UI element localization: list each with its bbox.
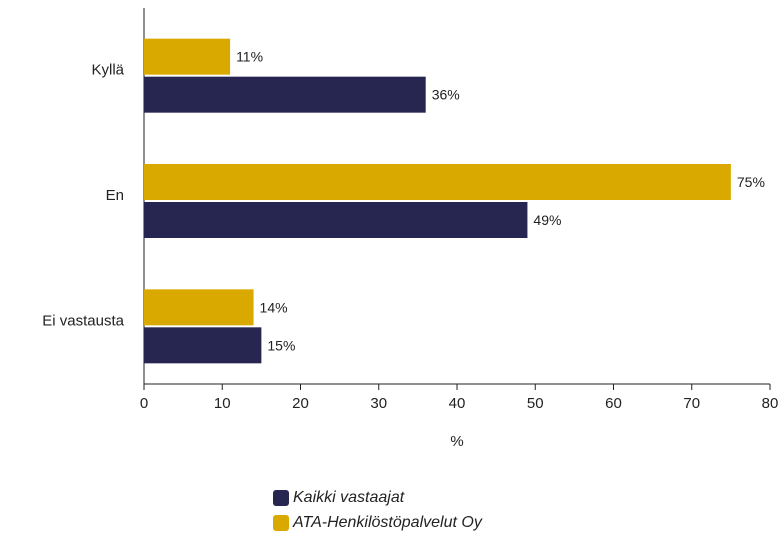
legend-item-kaikki: Kaikki vastaajat <box>273 487 482 509</box>
category-label-1: En <box>106 187 124 204</box>
category-label-2: Ei vastausta <box>42 312 124 329</box>
bar-s1-c2 <box>144 327 262 364</box>
x-tick-label-30: 30 <box>370 395 387 412</box>
data-label-s0-c1: 75% <box>737 174 765 190</box>
x-tick-label-80: 80 <box>762 395 779 412</box>
legend-label-ata: ATA-Henkilöstöpalvelut Oy <box>293 514 482 531</box>
data-label-s1-c0: 36% <box>432 87 460 103</box>
x-tick-label-50: 50 <box>527 395 544 412</box>
bar-s0-c2 <box>144 289 254 326</box>
data-label-s0-c2: 14% <box>260 299 288 315</box>
x-tick-label-20: 20 <box>292 395 309 412</box>
data-label-s1-c1: 49% <box>533 212 561 228</box>
x-tick-label-40: 40 <box>449 395 466 412</box>
bar-s1-c1 <box>144 202 528 238</box>
data-label-s0-c0: 11% <box>236 49 263 65</box>
x-axis-label: % <box>450 433 463 450</box>
x-tick-label-70: 70 <box>683 395 700 412</box>
legend-swatch-ata <box>273 515 289 531</box>
bar-s0-c0 <box>144 38 231 75</box>
category-label-0: Kyllä <box>91 62 124 79</box>
x-tick-label-10: 10 <box>214 395 231 412</box>
x-tick-label-60: 60 <box>605 395 622 412</box>
x-tick-label-0: 0 <box>140 395 148 412</box>
bar-s1-c0 <box>144 76 426 113</box>
legend-item-ata: ATA-Henkilöstöpalvelut Oy <box>273 512 482 534</box>
legend: Kaikki vastaajat ATA-Henkilöstöpalvelut … <box>273 487 482 537</box>
legend-swatch-kaikki <box>273 490 289 506</box>
bar-s0-c1 <box>144 164 731 200</box>
data-label-s1-c2: 15% <box>267 337 295 353</box>
legend-label-kaikki: Kaikki vastaajat <box>293 489 405 506</box>
